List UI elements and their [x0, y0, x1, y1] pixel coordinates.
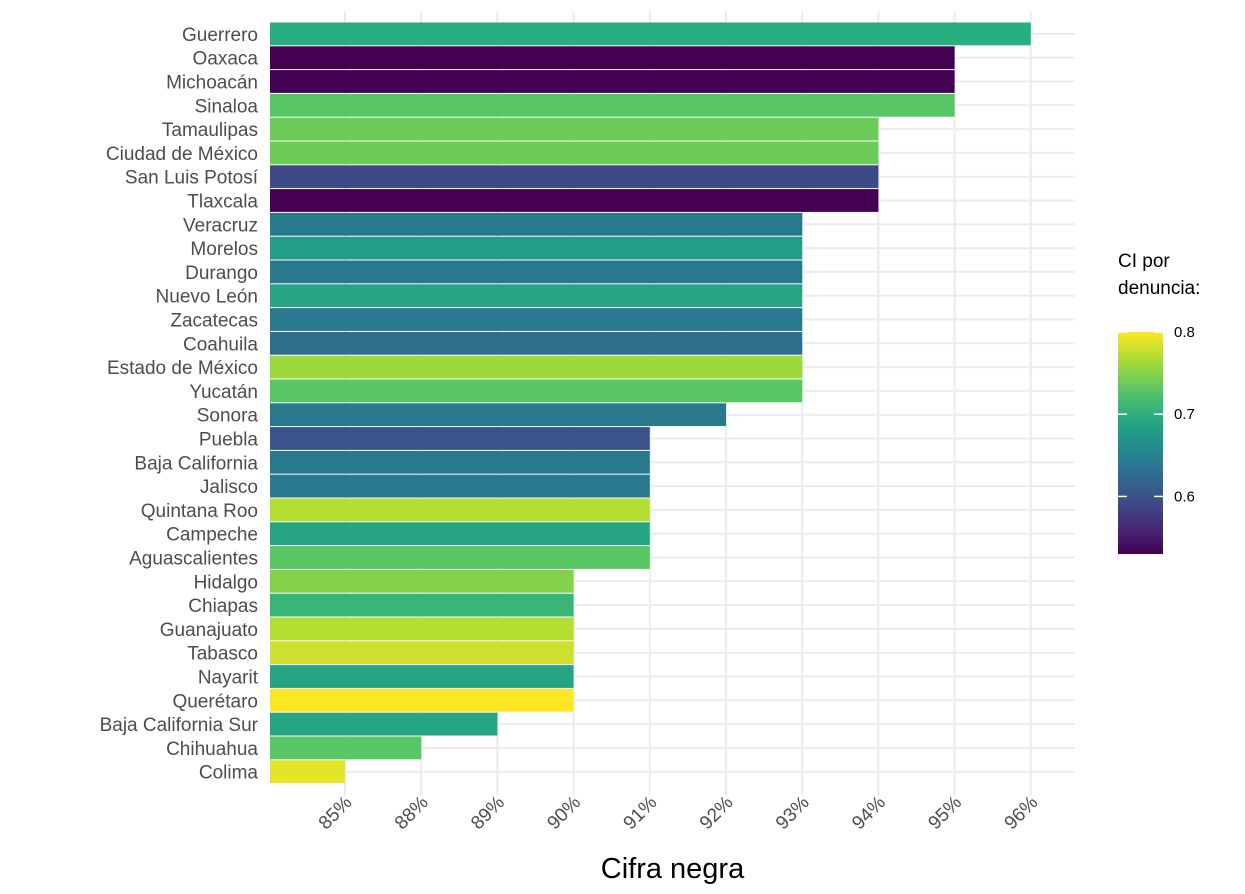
- bar: [270, 474, 650, 498]
- bar: [270, 736, 422, 760]
- bar: [270, 688, 574, 712]
- bar: [270, 427, 650, 450]
- bar: [270, 70, 955, 93]
- bar: [270, 93, 955, 117]
- category-label: Chiapas: [188, 596, 258, 617]
- bar: [270, 308, 803, 331]
- x-tick-label: 92%: [696, 792, 738, 834]
- bar: [270, 22, 1031, 46]
- bar: [270, 331, 803, 355]
- legend-tick-label: 0.8: [1174, 324, 1195, 341]
- bar: [270, 569, 574, 593]
- category-label: Querétaro: [172, 691, 258, 712]
- bar: [270, 522, 650, 546]
- bar: [270, 141, 879, 165]
- category-label: Baja California: [134, 453, 258, 474]
- category-label: Ciudad de México: [106, 144, 258, 165]
- category-label: Tamaulipas: [162, 120, 258, 141]
- x-tick-label: 95%: [924, 792, 966, 834]
- category-label: San Luis Potosí: [125, 168, 259, 189]
- bar: [270, 260, 803, 284]
- category-label: Coahuila: [183, 334, 258, 355]
- category-label: Tlaxcala: [187, 192, 258, 213]
- bar: [270, 236, 803, 260]
- x-tick-label: 96%: [1001, 792, 1043, 834]
- bar: [270, 379, 803, 403]
- legend-title-line-1: CI por: [1118, 251, 1170, 272]
- bar: [270, 355, 803, 379]
- legend-tick-label: 0.6: [1174, 488, 1195, 505]
- legend-ticks: 0.6 0.7 0.8: [1118, 324, 1195, 505]
- category-label: Durango: [185, 263, 258, 284]
- category-label: Guanajuato: [160, 620, 258, 641]
- bar: [270, 546, 650, 569]
- category-label: Zacatecas: [170, 311, 258, 332]
- category-label: Chihuahua: [166, 739, 258, 760]
- category-label: Tabasco: [187, 644, 258, 665]
- bar: [270, 617, 574, 641]
- category-label: Morelos: [190, 239, 258, 260]
- category-label: Hidalgo: [194, 572, 258, 593]
- x-tick-label: 91%: [620, 792, 662, 834]
- legend-colorbar: [1118, 332, 1163, 554]
- bar: [270, 641, 574, 665]
- x-tick-label: 94%: [848, 792, 890, 834]
- legend-tick-label: 0.7: [1174, 406, 1195, 423]
- bars: [270, 22, 1031, 784]
- x-tick-label: 85%: [315, 792, 357, 834]
- category-label: Jalisco: [200, 477, 258, 498]
- bar: [270, 212, 803, 236]
- color-legend: CI por denuncia: 0.6 0.7 0.8: [1118, 251, 1200, 554]
- bar: [270, 665, 574, 688]
- category-label: Oaxaca: [193, 49, 259, 70]
- bar: [270, 760, 345, 784]
- category-label: Nayarit: [198, 668, 259, 689]
- category-label: Baja California Sur: [100, 715, 259, 736]
- category-label: Nuevo León: [156, 287, 258, 308]
- category-label: Campeche: [166, 525, 258, 546]
- x-tick-label: 89%: [467, 792, 509, 834]
- x-axis-title: Cifra negra: [601, 853, 745, 885]
- x-tick-labels: 85% 88% 89% 90% 91% 92% 93% 94% 95% 96%: [315, 792, 1043, 834]
- bar: [270, 403, 726, 427]
- x-tick-label: 90%: [543, 792, 585, 834]
- category-label: Aguascalientes: [129, 549, 258, 570]
- x-tick-label: 93%: [772, 792, 814, 834]
- category-label: Sonora: [197, 406, 259, 427]
- category-label: Michoacán: [166, 73, 258, 94]
- category-label: Yucatán: [189, 382, 258, 403]
- bar: [270, 450, 650, 474]
- category-label: Quintana Roo: [141, 501, 258, 522]
- category-label: Guerrero: [182, 25, 258, 46]
- bar: [270, 189, 879, 212]
- bar: [270, 46, 955, 70]
- bar: [270, 117, 879, 141]
- category-label: Puebla: [199, 430, 259, 451]
- bar: [270, 284, 803, 308]
- bar: [270, 712, 498, 736]
- category-label: Estado de México: [107, 358, 258, 379]
- x-tick-label: 88%: [391, 792, 433, 834]
- bar: [270, 165, 879, 189]
- bar: [270, 498, 650, 522]
- legend-title-line-2: denuncia:: [1118, 278, 1200, 299]
- category-label: Colima: [199, 763, 259, 784]
- bar: [270, 593, 574, 617]
- category-label: Sinaloa: [195, 96, 259, 117]
- category-label: Veracruz: [183, 215, 258, 236]
